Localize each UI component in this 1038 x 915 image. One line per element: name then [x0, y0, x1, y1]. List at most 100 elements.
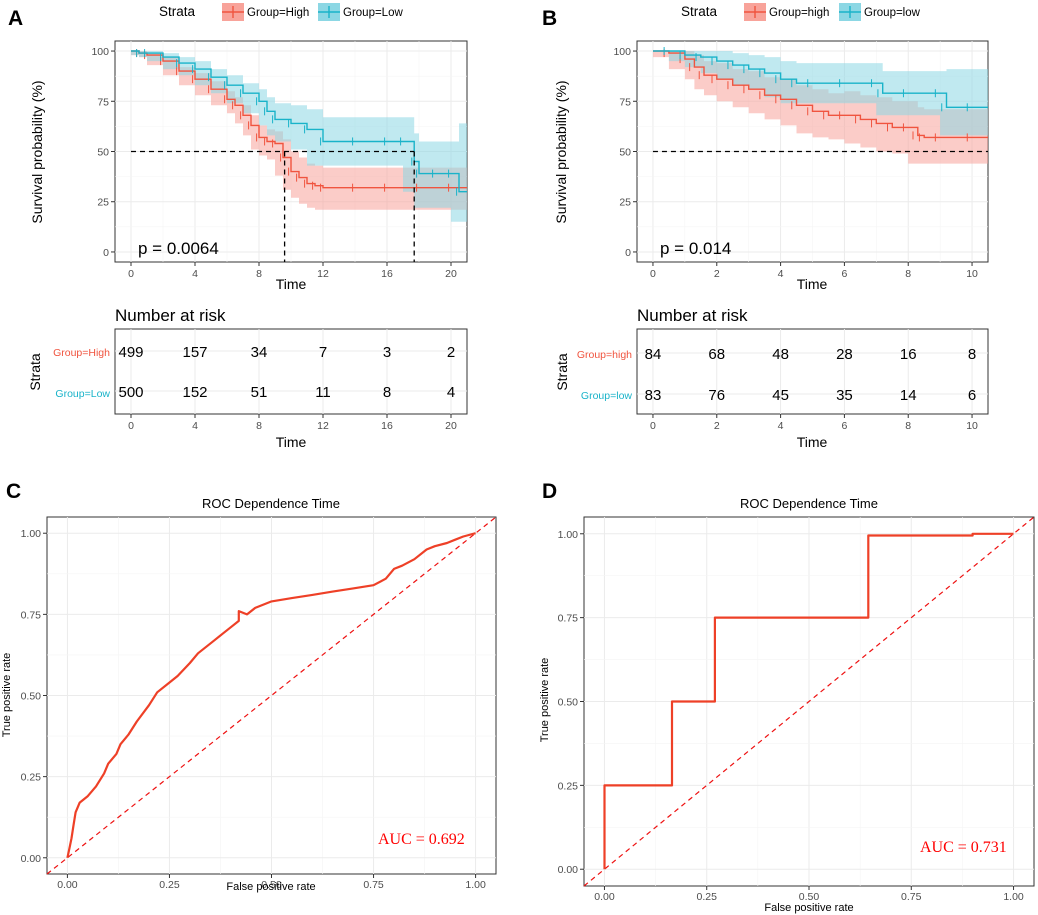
x-tick-label: 0.00 — [57, 879, 78, 891]
survival-curves-a — [131, 49, 467, 196]
risk-table-axis-a: 0 4 8 12 16 20 — [128, 414, 457, 432]
risk-table-title-b: Number at risk — [637, 306, 748, 325]
y-tick-label: 1.00 — [21, 528, 42, 540]
survival-line-low — [653, 50, 988, 108]
x-axis-title-c: False positive rate — [226, 881, 315, 893]
survival-curves-b — [653, 47, 988, 142]
x-tick-label: 0 — [650, 268, 656, 280]
auc-label-d: AUC = 0.731 — [920, 839, 1007, 856]
y-tick-label: 50 — [97, 147, 109, 159]
roc-curves-d — [583, 516, 1035, 887]
x-tick-label: 2 — [714, 268, 720, 280]
y-tick-label: 0.75 — [558, 613, 579, 625]
roc-title-d: ROC Dependence Time — [740, 496, 878, 511]
x-axis-title-a: Time — [276, 276, 307, 292]
risk-cell-value: 34 — [251, 344, 268, 361]
survival-line-low — [131, 50, 467, 193]
risk-cell-value: 16 — [900, 346, 917, 363]
x-tick-label: 10 — [966, 268, 978, 280]
panel-c-roc-plot: C ROC Dependence Time 0.00 0.25 0.50 0.75 1.… — [1, 480, 497, 893]
legend-label-low-a: Group=Low — [343, 7, 403, 19]
x-tick-label: 0.00 — [594, 891, 615, 903]
y-tick-label: 100 — [613, 46, 631, 58]
x-tick-label: 20 — [445, 268, 457, 280]
y-tick-label: 0.00 — [558, 864, 579, 876]
survival-line-high — [653, 50, 988, 139]
panel-letter-b: B — [542, 7, 557, 30]
panel-letter-d: D — [542, 480, 557, 503]
risk-cell-value: 7 — [319, 344, 327, 361]
y-tick-label: 0 — [103, 247, 109, 259]
roc-curve — [603, 532, 1014, 870]
risk-cell-value: 84 — [645, 346, 662, 363]
median-survival-lines-a — [131, 150, 415, 262]
risk-cell-value: 500 — [118, 384, 143, 401]
risk-row-label-low-a: Group=Low — [55, 388, 110, 400]
chance-diagonal-line — [583, 516, 1035, 887]
risk-x-tick-label: 20 — [445, 420, 457, 432]
roc-title-c: ROC Dependence Time — [202, 496, 340, 511]
x-tick-label: 0.75 — [363, 879, 384, 891]
x-axis-title-d: False positive rate — [764, 902, 853, 914]
risk-cell-value: 6 — [968, 387, 976, 404]
y-tick-label: 0.50 — [558, 697, 579, 709]
risk-cell-value: 35 — [836, 387, 853, 404]
y-tick-label: 75 — [97, 96, 109, 108]
panel-b-survival-plot: B Strata Group=high Group=low 0 2 4 6 8 10025… — [542, 3, 989, 292]
risk-table-title-a: Number at risk — [115, 306, 226, 325]
y-axis-title-d: True positive rate — [539, 658, 551, 743]
legend-title-a: Strata — [159, 4, 196, 19]
x-tick-label: 12 — [317, 268, 329, 280]
x-tick-label: 0.25 — [159, 879, 180, 891]
x-tick-label: 0.25 — [697, 891, 718, 903]
x-tick-label: 1.00 — [1003, 891, 1024, 903]
legend-title-b: Strata — [681, 4, 718, 19]
y-axis-title-c: True positive rate — [1, 653, 13, 738]
y-axis-title-b: Survival probability (%) — [553, 80, 569, 223]
gridlines-c — [47, 517, 496, 874]
risk-cell-value: 11 — [315, 384, 331, 401]
p-value-a: p = 0.0064 — [138, 239, 219, 258]
risk-cell-value: 45 — [772, 387, 789, 404]
x-tick-label: 6 — [841, 268, 847, 280]
roc-curve — [66, 532, 476, 859]
risk-cell-value: 8 — [968, 346, 976, 363]
risk-cell-value: 157 — [182, 344, 207, 361]
x-tick-label: 1.00 — [465, 879, 486, 891]
y-tick-label: 0.25 — [558, 780, 579, 792]
confidence-bands-a — [131, 51, 467, 222]
risk-x-tick-label: 4 — [778, 420, 784, 432]
y-tick-label: 25 — [619, 197, 631, 209]
risk-table-a: Number at risk 499 157 34 7 3 2 500 152 51 11 8 4 0… — [27, 306, 468, 450]
legend-label-high-a: Group=High — [247, 7, 309, 19]
x-tick-label: 0.75 — [901, 891, 922, 903]
risk-cell-value: 76 — [708, 387, 725, 404]
risk-cell-value: 83 — [645, 387, 662, 404]
risk-cell-value: 28 — [836, 346, 853, 363]
risk-row-label-high-b: Group=high — [577, 349, 632, 361]
risk-cell-value: 4 — [447, 384, 455, 401]
legend-label-high-b: Group=high — [769, 7, 829, 19]
p-value-b: p = 0.014 — [660, 239, 731, 258]
x-tick-label: 4 — [192, 268, 198, 280]
auc-label-c: AUC = 0.692 — [378, 831, 465, 848]
risk-x-tick-label: 16 — [381, 420, 393, 432]
risk-cell-value: 2 — [447, 344, 455, 361]
risk-table-xlabel-a: Time — [276, 434, 307, 450]
risk-x-tick-label: 8 — [905, 420, 911, 432]
x-tick-label: 16 — [381, 268, 393, 280]
risk-x-tick-label: 6 — [841, 420, 847, 432]
risk-x-tick-label: 2 — [714, 420, 720, 432]
axis-ticks-d: 0.00 0.25 0.50 0.75 1.00 0.00 0.25 0.50 0.75 1.00 — [558, 529, 1024, 903]
risk-row-label-low-b: Group=low — [581, 390, 632, 402]
chance-diagonal-line — [46, 516, 497, 875]
x-axis-title-b: Time — [797, 276, 828, 292]
risk-x-tick-label: 0 — [650, 420, 656, 432]
x-tick-label: 8 — [905, 268, 911, 280]
risk-table-ylabel-a: Strata — [27, 353, 43, 391]
y-tick-label: 0 — [625, 247, 631, 259]
risk-cell-value: 48 — [772, 346, 789, 363]
